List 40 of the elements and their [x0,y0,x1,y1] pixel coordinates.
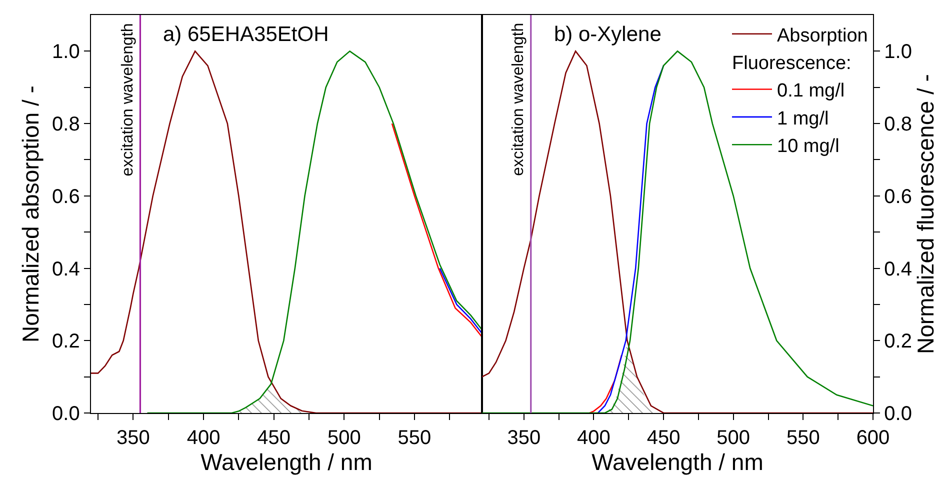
ref-line-label: excitation wavelength [119,23,136,176]
x-tick-label: 350 [507,427,541,450]
x-axis-title: Wavelength / nm [592,449,764,476]
y-tick-label: 1.0 [52,41,80,64]
y2-tick-label: 0.6 [884,186,912,208]
y-tick-label: 0.4 [52,258,80,280]
x-tick-label: 400 [186,427,220,450]
y2-axis-title: Normalized fluorescence / - [912,74,939,354]
x-tick-label: 500 [327,427,361,450]
y-tick-label: 0.6 [52,186,80,208]
y2-tick-label: 0.4 [884,258,912,280]
chart-title: a) 65EHA35EtOH [163,23,329,46]
y2-tick-label: 1.0 [884,41,912,64]
y2-tick-label: 0.2 [884,330,912,353]
y-axis-title: Normalized absorption / - [17,86,44,342]
y-tick-label: 0.2 [52,330,80,353]
chart-title: b) o-Xylene [554,23,662,46]
x-tick-label: 350 [116,427,150,450]
legend-label: 0.1 mg/l [777,80,845,102]
legend-label: 1 mg/l [777,108,829,130]
x-tick-label: 550 [786,427,820,450]
x-tick-label: 450 [646,427,680,450]
line-series [391,122,482,338]
x-tick-label: 550 [398,427,432,450]
legend-label: Absorption [777,25,868,46]
line-series [439,268,482,334]
x-tick-label: 500 [716,427,750,450]
y-tick-label: 0.0 [52,403,80,425]
y-tick-label: 0.8 [52,114,80,136]
y2-tick-label: 0.8 [884,114,912,136]
line-series [597,65,664,413]
legend-title: Fluorescence: [732,52,852,74]
line-series [588,354,622,413]
legend-label: 10 mg/l [777,136,840,158]
x-tick-label: 450 [257,427,291,450]
ref-line-label: excitation wavelength [510,22,527,176]
x-tick-label: 400 [577,427,610,450]
y2-tick-label: 0.0 [884,403,912,425]
x-axis-title: Wavelength / nm [200,449,372,476]
x-tick-label: 600 [856,427,890,450]
